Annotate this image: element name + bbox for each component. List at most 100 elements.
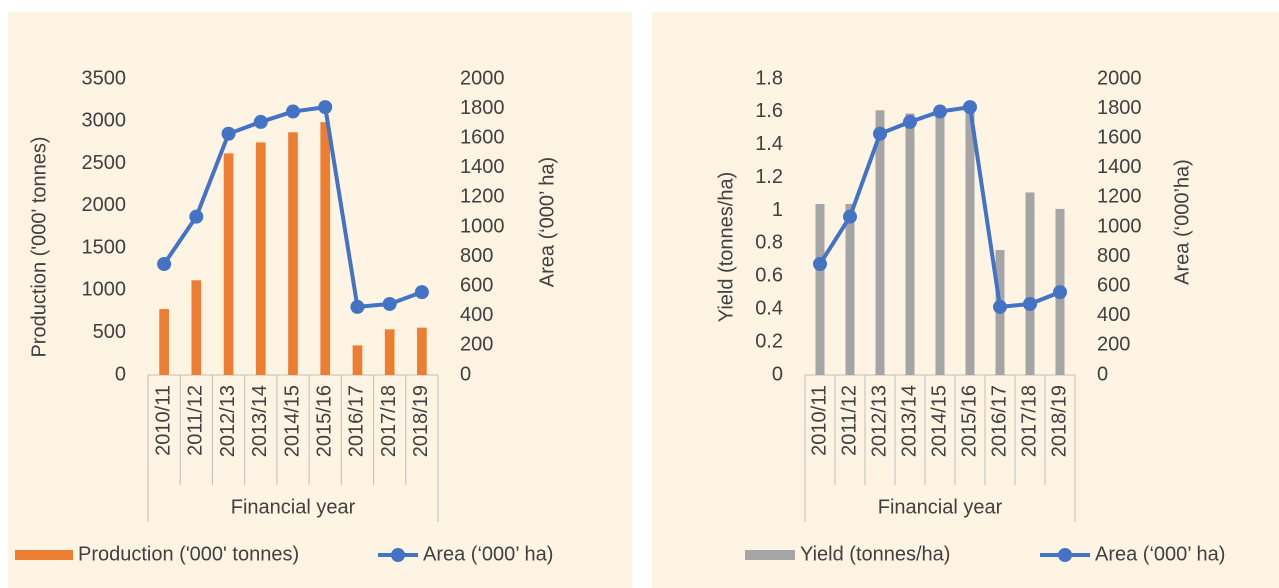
x-tick-label: 2017/18 <box>378 385 400 457</box>
bar <box>159 309 169 375</box>
marker <box>873 126 887 141</box>
y2-tick-label: 1600 <box>1097 126 1142 148</box>
bar <box>352 345 363 375</box>
bar <box>384 329 395 375</box>
marker <box>157 257 172 271</box>
y2-tick-label: 1400 <box>460 156 505 178</box>
x-tick-label: 2010/11 <box>808 385 830 456</box>
marker <box>903 114 917 129</box>
legend-label: Yield (tonnes/ha) <box>800 543 950 565</box>
y2-tick-label: 2000 <box>460 67 505 89</box>
y-tick-label: 0 <box>115 363 126 385</box>
x-tick-label: 2013/14 <box>898 385 920 457</box>
bar <box>875 110 885 375</box>
y-tick-label: 1.2 <box>755 166 783 188</box>
y2-tick-label: 0 <box>460 363 471 385</box>
x-tick-label: 2012/13 <box>217 385 239 457</box>
bar <box>845 203 855 375</box>
y2-tick-label: 1800 <box>460 97 505 119</box>
y2-tick-label: 600 <box>1097 274 1130 296</box>
y-tick-label: 2500 <box>82 152 127 174</box>
marker <box>1053 285 1067 300</box>
y2-tick-label: 200 <box>460 334 493 356</box>
y2-tick-label: 1200 <box>460 186 505 208</box>
x-tick-label: 2013/14 <box>249 385 271 457</box>
bar <box>815 203 825 375</box>
y2-tick-label: 1600 <box>460 126 505 148</box>
legend-label: Area (‘000’ ha) <box>1095 543 1225 565</box>
bar <box>320 122 331 375</box>
bar <box>965 106 975 375</box>
x-tick-label: 2010/11 <box>152 385 174 456</box>
marker <box>843 209 857 224</box>
y2-tick-label: 800 <box>460 245 493 267</box>
y2-tick-label: 400 <box>1097 304 1130 326</box>
y-tick-label: 1 <box>772 199 783 221</box>
bar <box>1025 192 1035 375</box>
y2-tick-label: 0 <box>1097 363 1108 385</box>
y2-tick-label: 1000 <box>1097 215 1142 237</box>
y-axis-title: Production ('000' tonnes) <box>28 136 50 357</box>
y-tick-label: 0.6 <box>755 265 783 287</box>
y-axis-title: Yield (tonnes/ha) <box>715 172 737 322</box>
legend-swatch <box>745 550 795 560</box>
legend-label: Area (‘000’ ha) <box>423 543 553 565</box>
bar <box>935 108 945 375</box>
marker <box>963 100 977 115</box>
legend-marker <box>1058 548 1072 562</box>
y-tick-label: 3000 <box>82 110 127 132</box>
bar <box>417 327 427 375</box>
x-tick-label: 2016/17 <box>988 385 1010 457</box>
y-tick-label: 3500 <box>82 67 127 89</box>
x-axis-title: Financial year <box>878 496 1003 518</box>
marker <box>382 296 397 311</box>
y2-tick-label: 1400 <box>1097 156 1142 178</box>
bar <box>255 142 266 375</box>
marker <box>350 299 365 314</box>
y2-axis-title: Area (‘000’ ha) <box>536 157 558 287</box>
y2-tick-label: 1800 <box>1097 97 1142 119</box>
y2-tick-label: 800 <box>1097 245 1130 267</box>
bar <box>223 153 234 375</box>
y2-tick-label: 600 <box>460 274 493 296</box>
y2-tick-label: 1000 <box>460 215 505 237</box>
marker <box>813 257 827 271</box>
legend-label: Production ('000' tonnes) <box>78 543 299 565</box>
y2-tick-label: 400 <box>460 304 493 326</box>
x-tick-label: 2015/16 <box>314 385 336 457</box>
bar <box>905 113 915 376</box>
bar <box>191 280 202 375</box>
y-tick-label: 2000 <box>82 194 127 216</box>
marker <box>318 100 333 115</box>
x-tick-label: 2014/15 <box>928 385 950 457</box>
marker <box>253 114 268 129</box>
x-tick-label: 2011/12 <box>185 385 207 456</box>
y-tick-label: 0 <box>772 363 783 385</box>
y-tick-label: 1.8 <box>755 67 783 89</box>
y-tick-label: 0.2 <box>755 330 783 352</box>
y-tick-label: 0.8 <box>755 232 783 254</box>
x-tick-label: 2015/16 <box>958 385 980 457</box>
x-tick-label: 2018/19 <box>410 385 432 457</box>
x-tick-label: 2012/13 <box>868 385 890 457</box>
x-tick-label: 2016/17 <box>346 385 368 457</box>
legend-marker <box>391 548 405 562</box>
marker <box>1023 296 1037 311</box>
y2-tick-label: 1200 <box>1097 186 1142 208</box>
marker <box>286 104 300 119</box>
y-tick-label: 0.4 <box>755 298 783 320</box>
y2-axis-title: Area (‘000’ha) <box>1171 159 1193 285</box>
y-tick-label: 1500 <box>82 236 127 258</box>
y2-tick-label: 200 <box>1097 334 1130 356</box>
marker <box>993 299 1007 314</box>
x-tick-label: 2018/19 <box>1048 385 1070 457</box>
y-tick-label: 1.6 <box>755 100 783 122</box>
x-tick-label: 2017/18 <box>1018 385 1040 457</box>
y-tick-label: 1000 <box>82 279 127 301</box>
marker <box>933 104 947 119</box>
marker <box>189 209 204 224</box>
bar <box>288 132 298 375</box>
y2-tick-label: 2000 <box>1097 67 1142 89</box>
